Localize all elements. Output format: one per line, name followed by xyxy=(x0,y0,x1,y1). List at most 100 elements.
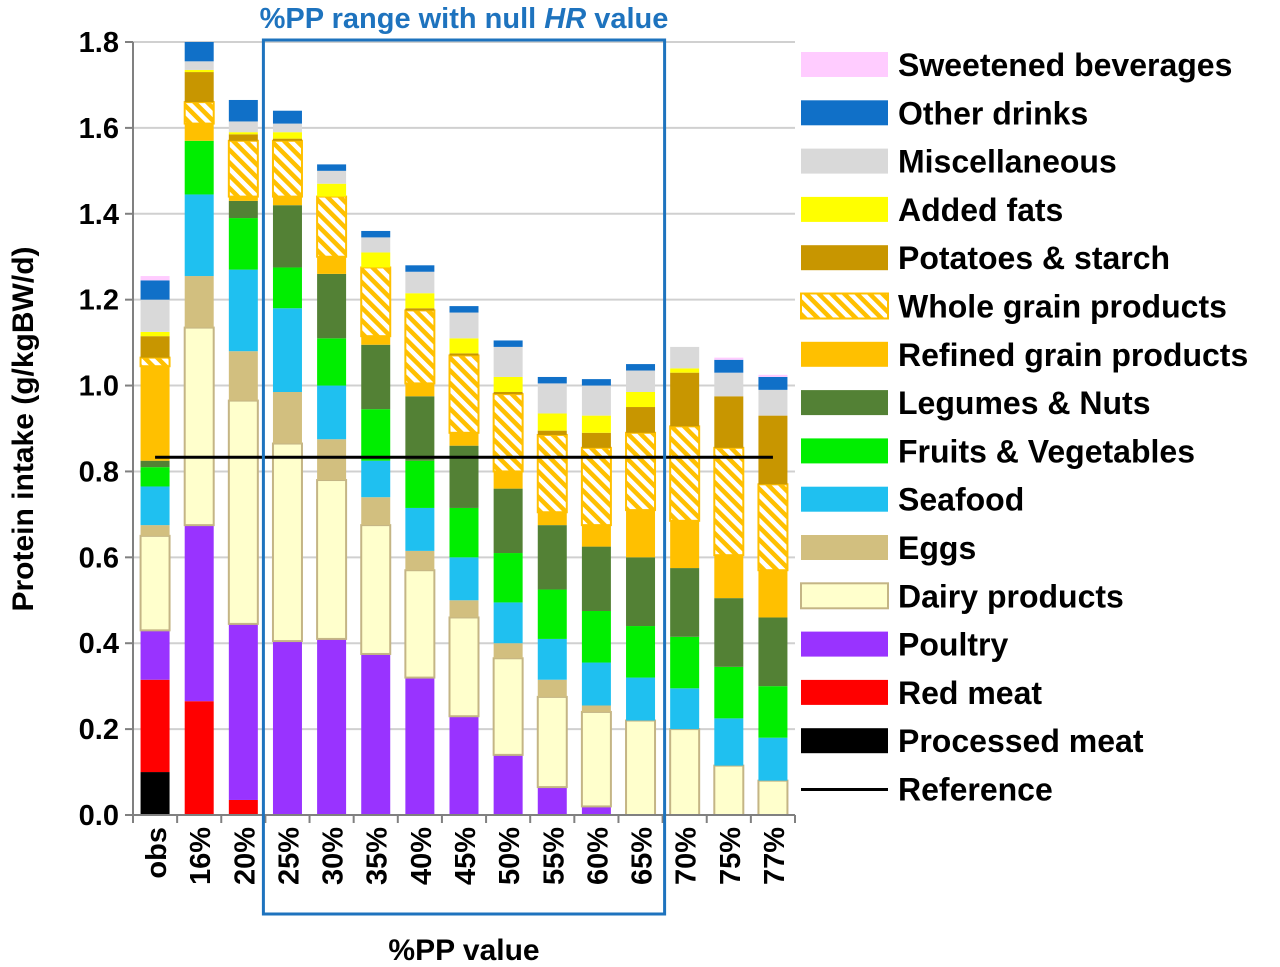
x-tick-label: 75% xyxy=(715,827,747,885)
legend-swatch xyxy=(801,52,888,77)
bar-segment xyxy=(228,218,258,270)
bar-segment xyxy=(626,557,656,627)
bar-segment xyxy=(758,374,788,377)
bar-segment xyxy=(713,764,745,817)
bar-segment xyxy=(669,728,701,816)
bar-segment xyxy=(626,391,656,408)
y-tick-label: 0.4 xyxy=(79,628,119,660)
bar-segment xyxy=(493,754,523,815)
legend-label: Whole grain products xyxy=(898,289,1227,325)
bar-segment xyxy=(537,376,567,384)
bar-segment xyxy=(714,372,744,397)
bar-segment xyxy=(581,385,611,416)
bar-segment xyxy=(227,399,259,625)
bar-segment xyxy=(581,705,611,712)
legend-swatch xyxy=(801,245,888,271)
x-tick-label: 16% xyxy=(185,827,217,885)
bar-segment xyxy=(448,616,480,718)
legend-swatch xyxy=(801,486,888,512)
bar-segment xyxy=(184,72,214,103)
legend: Sweetened beverages Other drinks Miscellan… xyxy=(800,47,1248,808)
bars xyxy=(139,42,789,817)
bar-segment xyxy=(449,306,479,313)
bar-segment xyxy=(360,266,392,338)
bar-segment xyxy=(449,600,479,618)
legend-label: Seafood xyxy=(898,482,1024,518)
bar-segment xyxy=(140,366,170,461)
bar-segment xyxy=(317,164,347,171)
bar-segment xyxy=(670,568,700,637)
bar-segment xyxy=(140,276,170,281)
legend-swatch xyxy=(800,292,889,320)
bar-segment xyxy=(757,779,789,817)
bar-segment xyxy=(405,677,435,815)
bar-segment xyxy=(493,643,523,659)
bar-segment xyxy=(272,110,302,124)
bar-segment xyxy=(184,525,214,702)
bar-segment xyxy=(669,425,701,522)
bar-segment xyxy=(140,280,170,300)
bar-segment xyxy=(317,338,347,386)
bar-segment xyxy=(537,589,567,639)
legend-label: Fruits & Vegetables xyxy=(898,433,1195,469)
bar-segment xyxy=(361,237,391,253)
bar-segment xyxy=(140,331,170,337)
bar-segment xyxy=(404,569,436,679)
bar-segment xyxy=(272,308,302,392)
bar-segment xyxy=(670,688,700,730)
y-tick-label: 0.8 xyxy=(79,456,119,488)
bar-segment xyxy=(140,467,170,487)
bar-segment xyxy=(405,271,435,294)
bar-segment xyxy=(140,679,170,773)
bar-segment xyxy=(183,326,215,527)
legend-label: Other drinks xyxy=(898,95,1088,131)
bar-segment xyxy=(272,391,302,444)
bar-segment xyxy=(537,787,567,815)
bar-segment xyxy=(405,507,435,551)
bar-segment xyxy=(714,359,744,373)
bar-segment xyxy=(140,299,170,332)
bar-segment xyxy=(405,383,435,397)
bar-segment xyxy=(272,267,302,309)
bar-segment xyxy=(493,602,523,644)
y-tick-label: 0.2 xyxy=(79,714,119,746)
x-tick-label: 35% xyxy=(362,827,394,885)
x-tick-label: 40% xyxy=(406,827,438,885)
legend-swatch xyxy=(801,631,888,657)
bar-segment xyxy=(714,598,744,667)
x-tick-label: 45% xyxy=(450,827,482,885)
bar-segment xyxy=(493,471,523,489)
legend-swatch xyxy=(801,100,888,126)
bar-segment xyxy=(361,336,391,345)
bar-segment xyxy=(449,507,479,558)
bar-segment xyxy=(448,354,480,434)
legend-swatch xyxy=(801,728,888,754)
axes: 0.0 0.2 0.4 0.6 0.8 1.0 1.2 1.4 1.6 1.8 obs 16% 20% 2… xyxy=(79,27,796,885)
bar-segment xyxy=(537,525,567,590)
x-tick-label: 30% xyxy=(318,827,350,885)
bar-segment xyxy=(140,525,170,536)
bar-segment xyxy=(361,409,391,461)
bar-segment xyxy=(317,439,347,481)
bar-segment xyxy=(405,293,435,309)
legend-swatch xyxy=(800,582,889,610)
bar-segment xyxy=(714,666,744,719)
bar-segment xyxy=(228,623,258,800)
bar-segment xyxy=(714,396,744,448)
y-tick-label: 0.0 xyxy=(79,800,119,832)
bar-segment xyxy=(272,205,302,268)
bar-segment xyxy=(758,389,788,416)
bar-segment xyxy=(405,265,435,272)
bar-segment xyxy=(626,510,656,558)
bar-segment xyxy=(139,534,171,632)
bar-segment xyxy=(316,195,348,258)
legend-label: Potatoes & starch xyxy=(898,240,1170,276)
bar-segment xyxy=(317,273,347,339)
bar-segment xyxy=(317,170,347,184)
y-tick-label: 1.6 xyxy=(79,113,119,145)
bar-segment xyxy=(626,626,656,678)
x-tick-label: 55% xyxy=(538,827,570,885)
bar-segment xyxy=(449,353,479,356)
bar-segment xyxy=(537,512,567,526)
bar-segment xyxy=(493,488,523,554)
